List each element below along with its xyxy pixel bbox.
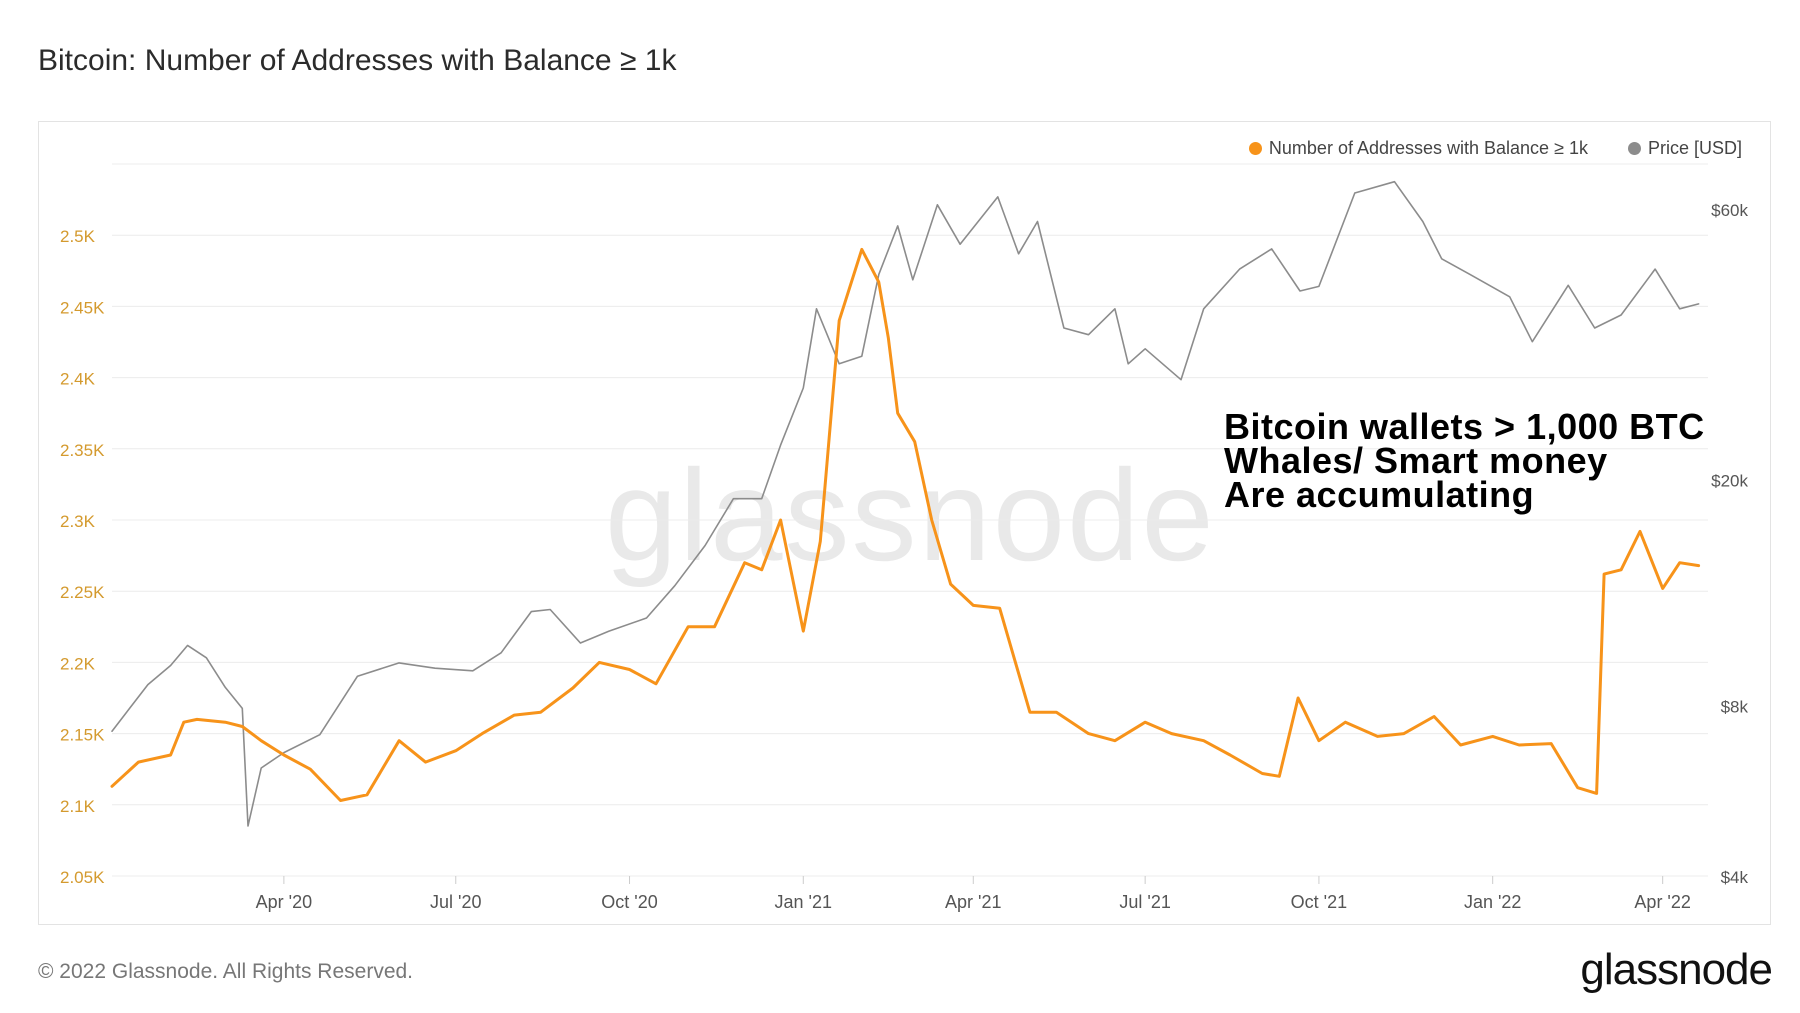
- y-left-tick-label: 2.3K: [60, 512, 96, 531]
- annotation-line-1: Bitcoin wallets > 1,000 BTC: [1224, 406, 1705, 447]
- chart-annotation: Bitcoin wallets > 1,000 BTC Whales/ Smar…: [1224, 406, 1705, 515]
- y-left-tick-label: 2.15K: [60, 726, 105, 745]
- x-tick-label: Apr '21: [945, 892, 1001, 912]
- x-tick-label: Oct '21: [1291, 892, 1347, 912]
- legend-dot-price: [1627, 142, 1641, 155]
- y-left-tick-label: 2.05K: [60, 868, 105, 887]
- annotation-line-3: Are accumulating: [1224, 474, 1535, 515]
- y-right-tick-label: $4k: [1721, 868, 1749, 887]
- x-tick-label: Jul '20: [430, 892, 481, 912]
- addresses-series-line: [110, 247, 1701, 802]
- y-left-tick-label: 2.5K: [60, 227, 96, 246]
- price-series-line: [111, 180, 1700, 827]
- legend-item-addresses[interactable]: Number of Addresses with Balance ≥ 1k: [1248, 138, 1588, 159]
- x-tick-label: Jan '22: [1464, 892, 1521, 912]
- y-left-tick-label: 2.1K: [60, 797, 96, 816]
- y-right-tick-label: $8k: [1721, 697, 1749, 716]
- chart-frame: [38, 121, 1771, 925]
- y-left-tick-label: 2.4K: [60, 370, 96, 389]
- legend-label-addresses: Number of Addresses with Balance ≥ 1k: [1268, 138, 1588, 158]
- x-tick-label: Jul '21: [1119, 892, 1170, 912]
- legend-item-price[interactable]: Price [USD]: [1627, 138, 1742, 159]
- y-left-tick-label: 2.2K: [60, 654, 96, 673]
- y-left-tick-label: 2.45K: [60, 298, 105, 317]
- watermark: glassnode: [605, 442, 1216, 588]
- x-tick-label: Jan '21: [775, 892, 832, 912]
- footer-copyright: © 2022 Glassnode. All Rights Reserved.: [38, 960, 414, 983]
- annotation-line-2: Whales/ Smart money: [1224, 440, 1608, 481]
- legend-dot-addresses: [1248, 142, 1262, 155]
- y-right-tick-label: $60k: [1711, 201, 1748, 220]
- x-tick-label: Apr '20: [256, 892, 312, 912]
- y-right-tick-label: $20k: [1711, 472, 1748, 491]
- x-tick-label: Apr '22: [1634, 892, 1690, 912]
- y-left-tick-label: 2.25K: [60, 583, 105, 602]
- y-left-tick-label: 2.35K: [60, 441, 105, 460]
- chart-legend: Number of Addresses with Balance ≥ 1k Pr…: [1248, 138, 1742, 159]
- x-tick-label: Oct '20: [601, 892, 657, 912]
- legend-label-price: Price [USD]: [1647, 138, 1742, 158]
- brand-logo[interactable]: glassnode: [1580, 945, 1773, 994]
- page-title: Bitcoin: Number of Addresses with Balanc…: [38, 44, 677, 77]
